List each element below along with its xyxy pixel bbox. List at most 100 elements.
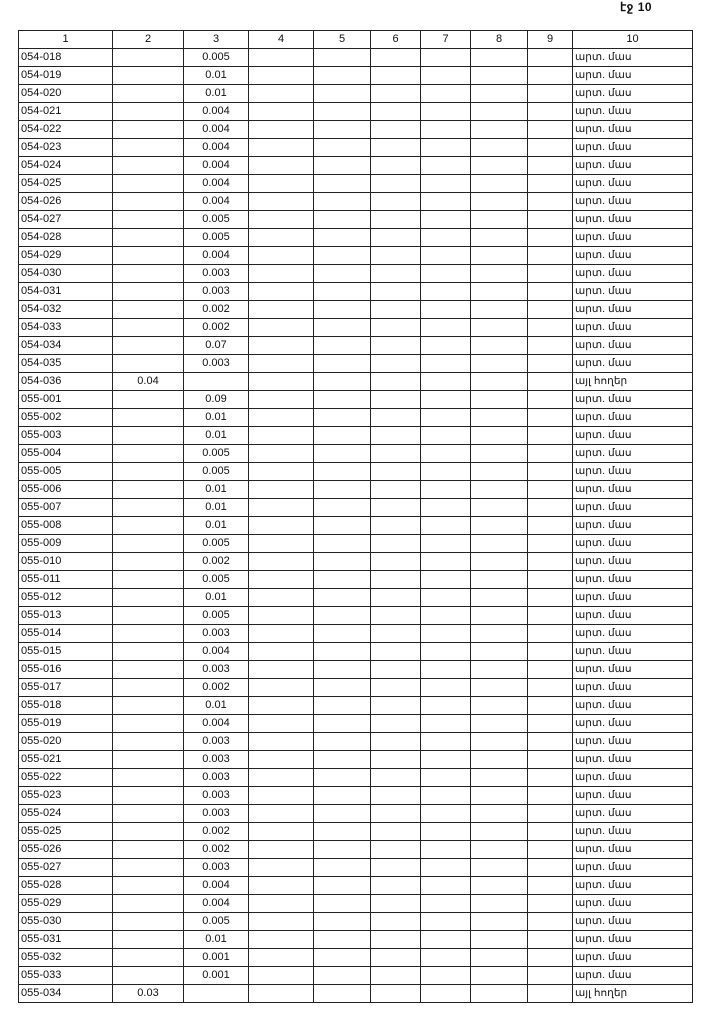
empty-cell (527, 156, 573, 175)
empty-cell (527, 480, 573, 499)
column-2-cell (112, 588, 184, 607)
land-type-cell: արտ. մաս (572, 156, 693, 175)
column-3-cell: 0.003 (183, 804, 249, 823)
empty-cell (420, 858, 471, 877)
table-row: 055-033 0.001 արտ. մաս (18, 966, 693, 985)
empty-cell (527, 318, 573, 337)
table-row: 054-025 0.004 արտ. մաս (18, 174, 693, 193)
parcel-id-cell: 054-023 (18, 138, 113, 157)
empty-cell (470, 372, 528, 391)
empty-cell (370, 786, 421, 805)
empty-cell (470, 624, 528, 643)
empty-cell (527, 750, 573, 769)
column-2-cell (112, 966, 184, 985)
empty-cell (527, 228, 573, 247)
table-row: 055-007 0.01 արտ. մաս (18, 498, 693, 517)
land-parcel-table: 1 2 3 4 5 6 7 8 9 10 054-018 0.005 արտ. մա… (18, 30, 693, 1003)
empty-cell (370, 246, 421, 265)
empty-cell (527, 444, 573, 463)
empty-cell (313, 930, 371, 949)
column-2-cell (112, 264, 184, 283)
empty-cell (527, 390, 573, 409)
column-2-cell (112, 480, 184, 499)
empty-cell (313, 714, 371, 733)
column-header: 8 (470, 30, 528, 49)
empty-cell (248, 642, 314, 661)
empty-cell (470, 768, 528, 787)
column-2-cell (112, 48, 184, 67)
column-header: 4 (248, 30, 314, 49)
empty-cell (313, 354, 371, 373)
parcel-id-cell: 055-016 (18, 660, 113, 679)
empty-cell (370, 354, 421, 373)
empty-cell (470, 876, 528, 895)
empty-cell (313, 804, 371, 823)
parcel-id-cell: 055-008 (18, 516, 113, 535)
empty-cell (248, 390, 314, 409)
table-row: 054-023 0.004 արտ. մաս (18, 138, 693, 157)
empty-cell (370, 300, 421, 319)
column-2-cell: 0.03 (112, 984, 184, 1003)
empty-cell (470, 606, 528, 625)
empty-cell (470, 300, 528, 319)
column-2-cell (112, 408, 184, 427)
empty-cell (527, 894, 573, 913)
parcel-id-cell: 054-035 (18, 354, 113, 373)
table-row: 055-030 0.005 արտ. մաս (18, 912, 693, 931)
land-type-cell: արտ. մաս (572, 462, 693, 481)
land-type-cell: արտ. մաս (572, 660, 693, 679)
column-2-cell (112, 84, 184, 103)
empty-cell (527, 876, 573, 895)
column-3-cell: 0.004 (183, 876, 249, 895)
parcel-id-cell: 055-033 (18, 966, 113, 985)
empty-cell (248, 912, 314, 931)
empty-cell (248, 588, 314, 607)
empty-cell (527, 246, 573, 265)
column-2-cell (112, 696, 184, 715)
empty-cell (420, 606, 471, 625)
empty-cell (527, 678, 573, 697)
empty-cell (470, 750, 528, 769)
empty-cell (527, 462, 573, 481)
empty-cell (313, 588, 371, 607)
column-2-cell (112, 354, 184, 373)
empty-cell (248, 282, 314, 301)
land-type-cell: արտ. մաս (572, 300, 693, 319)
column-3-cell: 0.01 (183, 480, 249, 499)
empty-cell (248, 732, 314, 751)
column-2-cell (112, 552, 184, 571)
empty-cell (313, 624, 371, 643)
empty-cell (313, 498, 371, 517)
empty-cell (313, 858, 371, 877)
empty-cell (420, 714, 471, 733)
empty-cell (370, 192, 421, 211)
column-2-cell (112, 606, 184, 625)
empty-cell (527, 66, 573, 85)
empty-cell (248, 768, 314, 787)
table-row: 055-012 0.01 արտ. մաս (18, 588, 693, 607)
empty-cell (527, 84, 573, 103)
empty-cell (470, 156, 528, 175)
column-3-cell: 0.003 (183, 264, 249, 283)
column-3-cell: 0.004 (183, 138, 249, 157)
land-type-cell: այլ հողեր (572, 984, 693, 1003)
column-3-cell: 0.001 (183, 948, 249, 967)
column-3-cell: 0.01 (183, 498, 249, 517)
empty-cell (370, 480, 421, 499)
land-type-cell: արտ. մաս (572, 390, 693, 409)
land-type-cell: արտ. մաս (572, 264, 693, 283)
land-type-cell: արտ. մաս (572, 336, 693, 355)
empty-cell (248, 210, 314, 229)
empty-cell (470, 336, 528, 355)
empty-cell (527, 588, 573, 607)
empty-cell (370, 588, 421, 607)
land-type-cell: արտ. մաս (572, 444, 693, 463)
parcel-id-cell: 055-025 (18, 822, 113, 841)
parcel-id-cell: 054-027 (18, 210, 113, 229)
table-row: 055-008 0.01 արտ. մաս (18, 516, 693, 535)
empty-cell (248, 606, 314, 625)
empty-cell (313, 336, 371, 355)
table-row: 055-025 0.002 արտ. մաս (18, 822, 693, 841)
empty-cell (248, 858, 314, 877)
empty-cell (313, 912, 371, 931)
